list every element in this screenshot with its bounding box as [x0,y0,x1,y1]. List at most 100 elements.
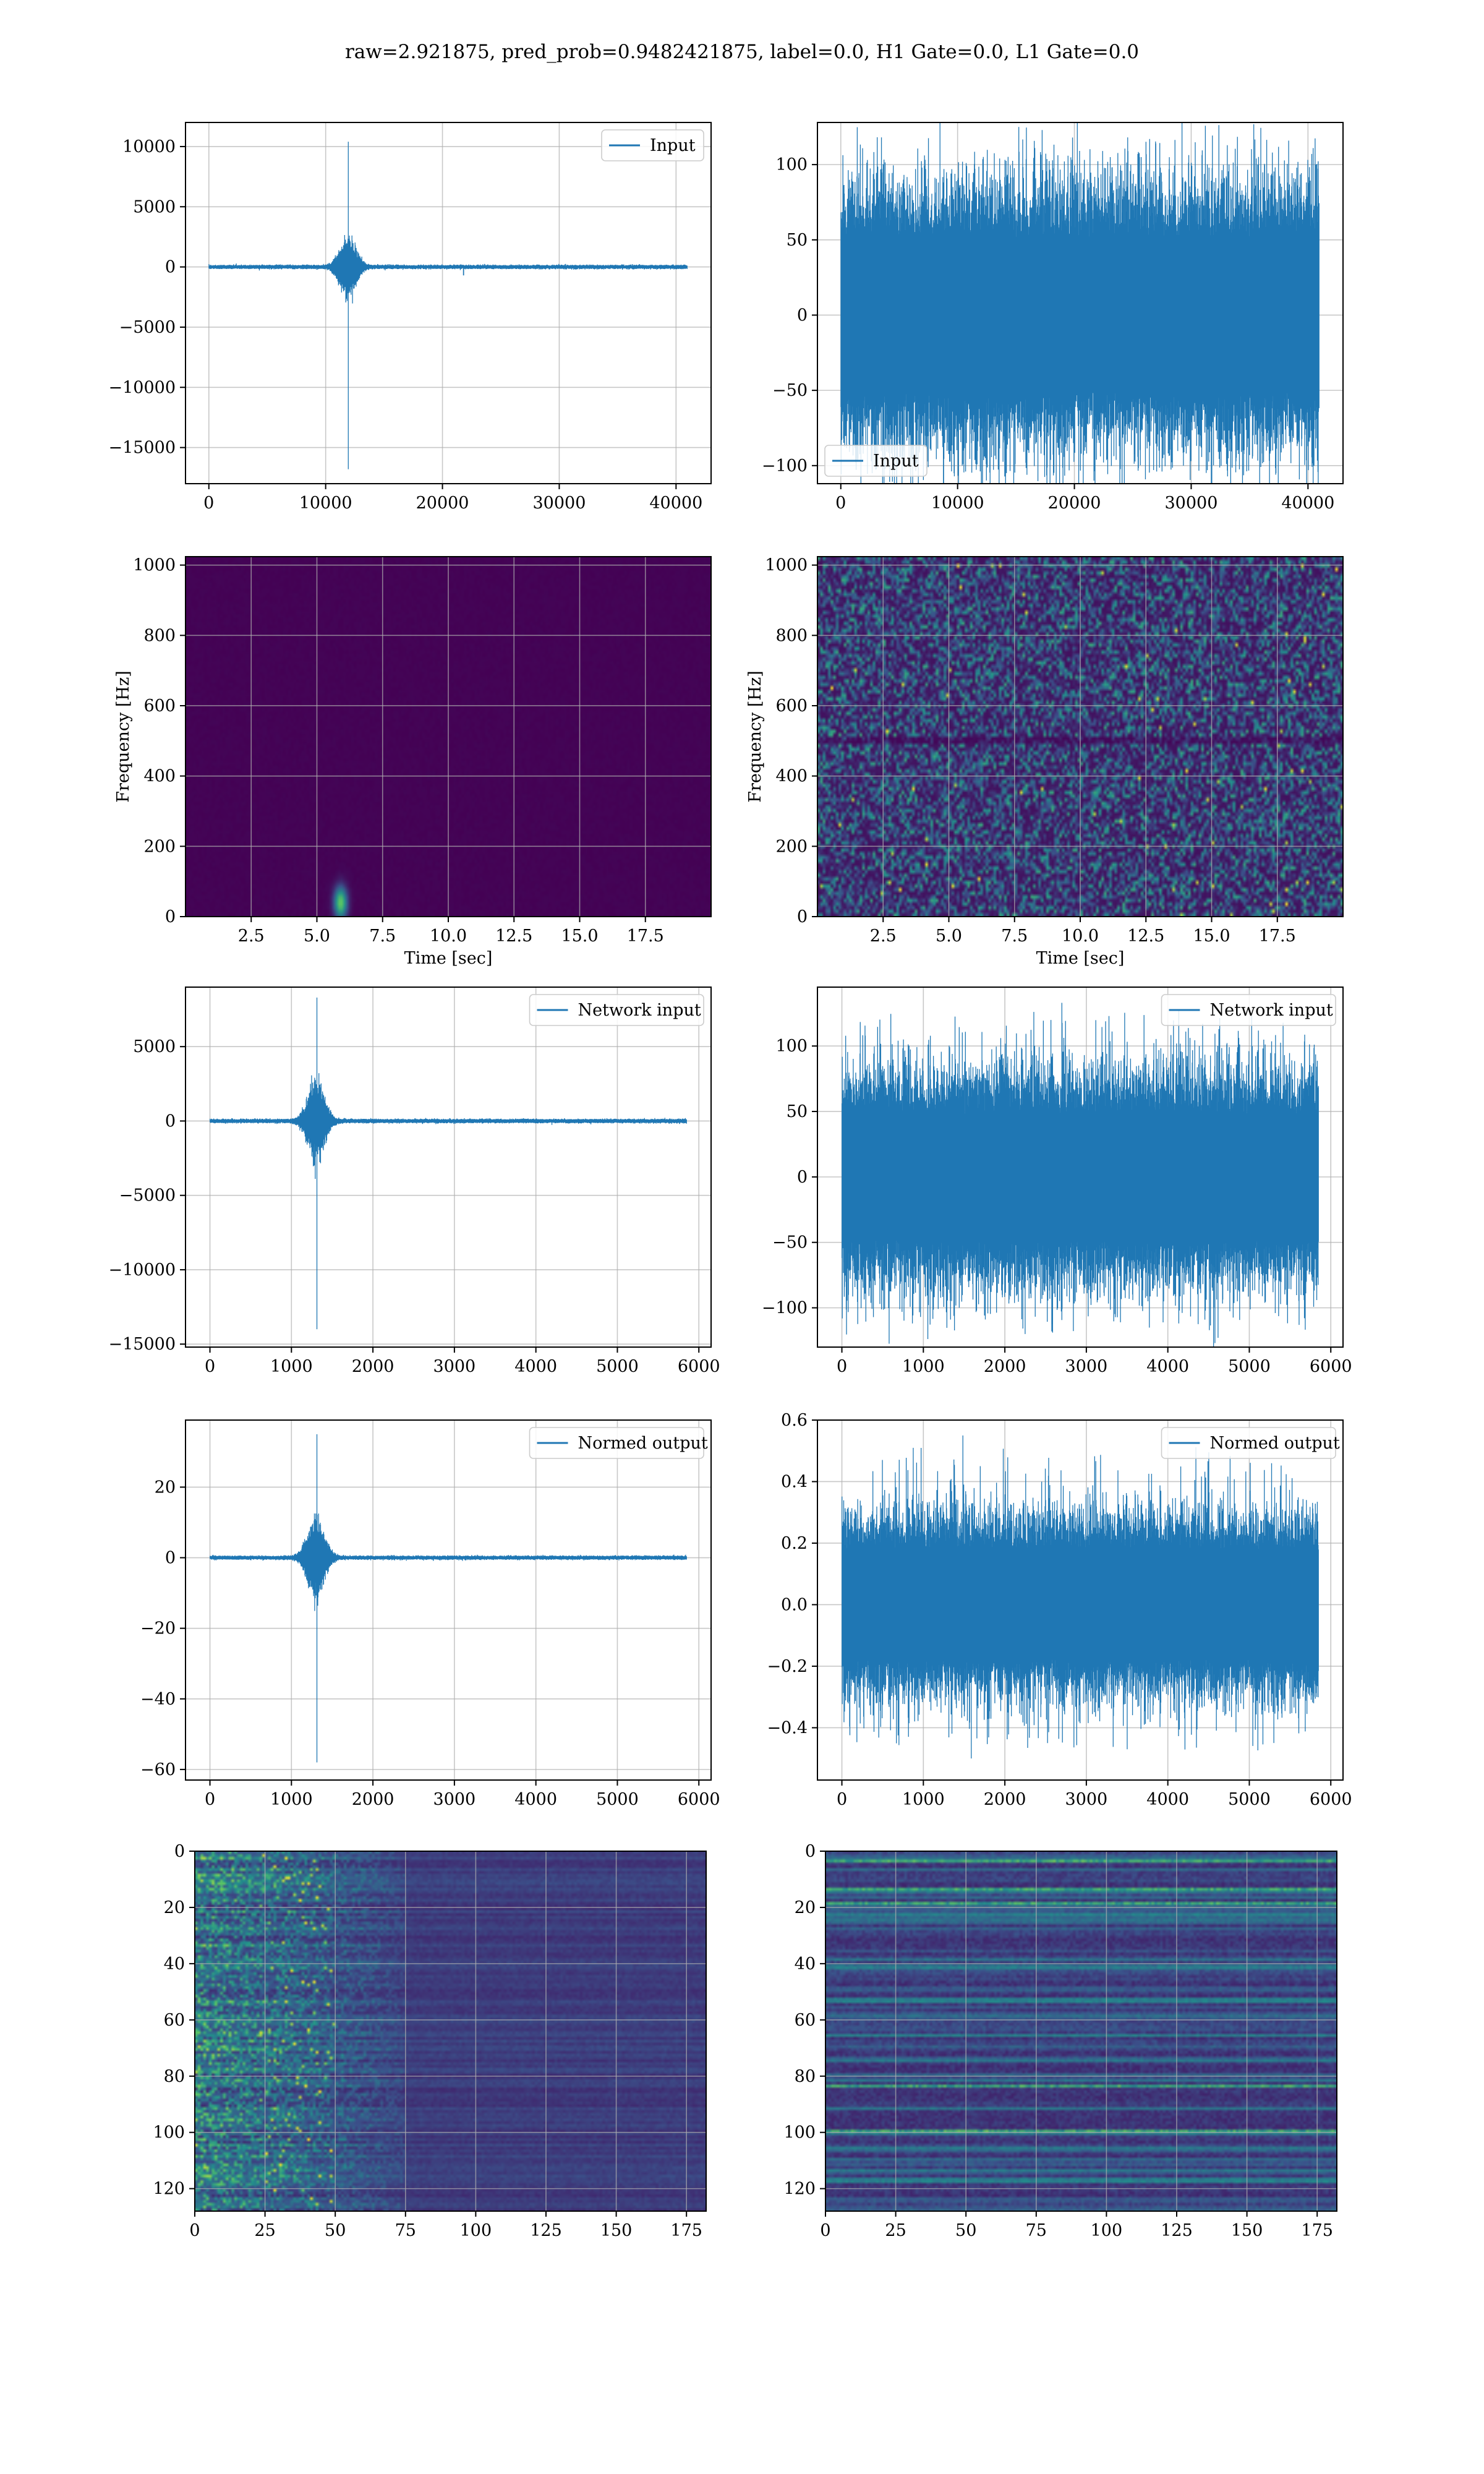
y-tick-label: 100 [775,155,808,174]
legend: Input [824,445,927,477]
x-tick-label: 0 [205,1790,215,1809]
y-tick-label: 100 [153,2123,185,2142]
x-tick-label: 2000 [352,1790,394,1809]
x-tick-label: 2000 [984,1357,1026,1376]
y-tick-label: 100 [783,2123,816,2142]
axes-frame-top [817,1419,1344,1781]
grid-lines [825,1851,1337,2211]
x-tick-label: 75 [1026,2221,1047,2240]
x-tick-label: 10000 [299,494,352,513]
axes-frame [185,122,712,484]
chart-r2-right: 2.5 5.0 7.5 10.0 12.5 15.0 17.5 0 200 400 600 800 10… [746,556,1344,968]
x-tick-label: 25 [885,2221,906,2240]
series-line [842,1435,1319,1759]
y-tick-label: 80 [164,2067,185,2086]
y-tick-label: 0 [165,907,176,927]
y-tick-label: −5000 [119,318,176,337]
axes-frame [185,1419,712,1781]
axes-frame [185,556,712,917]
y-tick-label: 400 [143,767,176,786]
y-tick-label: 0.0 [781,1595,808,1614]
legend: Input [601,129,704,161]
x-tick-label: 75 [395,2221,416,2240]
y-tick-label: 200 [143,837,176,856]
axes-frame-top [185,1419,712,1781]
x-tick-label: 150 [1231,2221,1263,2240]
x-tick-label: 5000 [596,1357,639,1376]
y-tick-label: −50 [772,1233,808,1252]
x-axis-label: Time [sec] [1036,949,1125,968]
y-tick-label: 1000 [765,556,808,575]
x-tick-label: 5.0 [304,927,330,946]
x-tick-label: 5000 [1228,1357,1271,1376]
x-tick-label: 2.5 [238,927,265,946]
chart-r1-right: 0 10000 20000 30000 40000 100 50 0 −50 −100 Input [762,122,1344,513]
y-tick-label: 40 [795,1954,816,1974]
y-tick-label: −15000 [108,1335,176,1354]
x-tick-label: 0 [205,1357,215,1376]
x-tick-label: 6000 [1310,1357,1352,1376]
x-tick-label: 3000 [433,1357,476,1376]
legend: Network input [529,994,704,1026]
grid-lines [186,122,711,484]
x-tick-label: 175 [670,2221,702,2240]
y-tick-label: 0 [165,258,176,277]
x-tick-label: 40000 [649,494,702,513]
legend-box [1161,1427,1336,1459]
x-tick-label: 125 [1161,2221,1193,2240]
x-tick-label: 0 [835,494,846,513]
legend-box [529,1427,704,1459]
chart-r3-right: 0 1000 2000 3000 4000 5000 6000 100 50 0 −50 −100 Ne… [762,987,1352,1376]
y-tick-label: 0.4 [781,1472,808,1491]
series-line [840,122,1320,484]
x-tick-label: 3000 [433,1790,476,1809]
y-tick-label: 100 [775,1037,808,1056]
x-tick-label: 175 [1301,2221,1333,2240]
series-line [210,997,687,1330]
y-tick-label: 800 [775,626,808,645]
y-tick-label: 120 [153,2180,185,2199]
axes-frame-top [817,987,1344,1348]
x-tick-label: 7.5 [369,927,396,946]
y-tick-label: 120 [783,2180,816,2199]
x-tick-label: 100 [1091,2221,1123,2240]
heatmap-image [825,1851,1337,2211]
y-tick-label: 0 [174,1842,185,1861]
chart-r5-left: 0 25 50 75 100 125 150 175 0 20 40 60 80 100 120 [153,1842,707,2240]
y-tick-label: −0.2 [767,1657,808,1676]
y-tick-label: 80 [795,2067,816,2086]
y-tick-label: 20 [155,1478,176,1497]
x-tick-label: 5.0 [936,927,962,946]
chart-r2-left: 2.5 5.0 7.5 10.0 12.5 15.0 17.5 0 200 400 600 800 10… [114,556,712,968]
chart-r3-left: 0 1000 2000 3000 4000 5000 6000 5000 0 −5000 −1000… [108,987,720,1376]
legend-entry: Network input [1210,1001,1333,1020]
chart-r5-right: 0 25 50 75 100 125 150 175 0 20 40 60 80 100 120 [783,1842,1337,2240]
legend: Normed output [1161,1427,1340,1459]
x-tick-label: 30000 [532,494,586,513]
x-tick-label: 10.0 [1062,927,1099,946]
y-tick-label: 40 [164,1954,185,1974]
y-tick-label: 60 [164,2011,185,2030]
heatmap-image [195,1851,706,2211]
x-tick-label: 15.0 [561,927,598,946]
x-tick-label: 2000 [984,1790,1026,1809]
x-tick-label: 50 [955,2221,976,2240]
y-tick-label: 200 [775,837,808,856]
grid-lines [186,987,711,1347]
x-tick-label: 1000 [270,1790,313,1809]
x-tick-label: 0 [837,1790,847,1809]
y-tick-label: 0 [165,1111,176,1131]
x-tick-label: 15.0 [1193,927,1230,946]
y-tick-label: 0.6 [781,1411,808,1430]
legend-entry: Network input [578,1001,701,1020]
y-tick-label: 20 [795,1898,816,1917]
y-tick-label: −20 [140,1619,176,1638]
x-tick-label: 1000 [902,1790,945,1809]
legend: Network input [1161,994,1336,1026]
x-tick-label: 0 [203,494,214,513]
x-tick-label: 12.5 [1127,927,1164,946]
series-line [842,1003,1319,1347]
y-tick-label: 20 [164,1898,185,1917]
x-tick-label: 125 [530,2221,562,2240]
x-tick-label: 0 [189,2221,200,2240]
